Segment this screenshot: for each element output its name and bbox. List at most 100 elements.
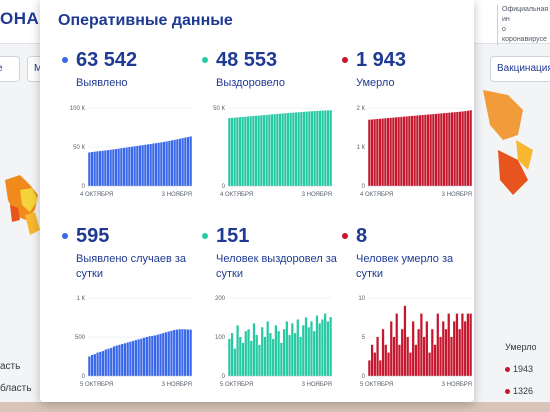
chart-bar	[305, 111, 308, 186]
x-tick-label: 3 НОЯБРЯ	[302, 382, 332, 388]
chart-bar	[186, 329, 190, 376]
y-tick-label: 100	[215, 335, 226, 341]
chart-bar	[164, 332, 168, 376]
chart-bar	[96, 151, 99, 186]
stat-value: 151	[216, 224, 250, 247]
stat-value: 595	[76, 224, 110, 247]
chart-bar	[149, 143, 152, 186]
chart-bar	[88, 356, 91, 376]
stat-value: 1 943	[356, 48, 407, 71]
chart-bar	[144, 144, 147, 186]
chart-bar	[442, 321, 445, 376]
chart-bar	[394, 117, 398, 186]
chart-bar	[93, 151, 96, 186]
chart-bar	[133, 146, 136, 186]
chart-bar	[422, 337, 426, 376]
chart-bar	[90, 152, 94, 186]
chart-bar	[302, 111, 306, 186]
vaccination-button[interactable]: Вакцинация	[490, 56, 550, 82]
chart-bar	[238, 117, 242, 186]
chart-bar	[230, 333, 234, 376]
stat-label: Человек умерло за сутки	[356, 253, 454, 280]
chart-bar	[398, 344, 401, 376]
chart-bar	[282, 329, 286, 376]
chart-bar	[244, 331, 247, 376]
chart-bar	[417, 329, 420, 376]
chart-bar	[273, 114, 276, 186]
chart-bar	[321, 319, 324, 376]
stat-row: 63 542	[58, 48, 137, 72]
chart-bar	[246, 116, 250, 186]
chart-bar	[252, 323, 256, 376]
stat-row: 1 943	[338, 48, 406, 72]
chart-bar	[376, 337, 379, 376]
stat-card: 595 Выявлено случаев за сутки 1 К 500 0 5 ОКТ…	[58, 224, 198, 396]
chart-bar	[281, 113, 284, 186]
chart-bar	[461, 313, 464, 376]
chart-bar	[154, 143, 158, 186]
chart-bar	[176, 139, 179, 186]
chart-bar	[428, 352, 431, 376]
chart-bar	[233, 348, 236, 376]
chart-bar	[249, 116, 252, 186]
status-dot-icon	[202, 233, 208, 239]
y-tick-label: 10	[358, 296, 365, 302]
chart-bar	[101, 150, 104, 186]
stat-chart: 100 К 50 К 0 4 ОКТЯБРЯ 3 НОЯБРЯ	[70, 106, 192, 198]
red-dot-icon	[505, 389, 510, 395]
x-tick-label: 4 ОКТЯБРЯ	[360, 192, 393, 198]
stat-card: 1 943 Умерло 2 К 1 К 0 4 ОКТЯБРЯ 3 НОЯБРЯ	[338, 48, 478, 208]
chart-bar	[148, 336, 151, 376]
region-name[interactable]: асть	[0, 361, 21, 372]
chart-bar	[228, 118, 231, 186]
chart-bar	[458, 329, 461, 376]
chart-bar	[130, 146, 134, 186]
chart-bar	[189, 136, 192, 186]
chart-bar	[272, 338, 275, 376]
chart-bar	[170, 140, 174, 186]
chart-bar	[458, 111, 462, 186]
chart-bar	[432, 114, 435, 186]
y-tick-label: 5	[362, 335, 366, 341]
y-tick-label: 2 К	[357, 106, 366, 112]
chart-bar	[250, 340, 253, 376]
chart-bar	[162, 333, 165, 376]
region-select[interactable]: е	[0, 56, 20, 82]
chart-bar	[173, 329, 176, 376]
chart-bar	[461, 111, 464, 186]
chart-bar	[274, 325, 278, 376]
chart-bar	[269, 333, 272, 376]
chart-bar	[260, 115, 263, 186]
chart-bar	[157, 142, 160, 186]
chart-bar	[165, 141, 168, 186]
chart-bar	[321, 110, 324, 186]
chart-bar	[368, 119, 371, 186]
chart-bar	[280, 342, 283, 376]
chart-bar	[125, 147, 128, 186]
chart-bar	[429, 114, 432, 186]
x-tick-label: 4 ОКТЯБРЯ	[220, 192, 253, 198]
chart-bar	[403, 305, 407, 376]
chart-bar	[146, 144, 150, 186]
chart-bar	[284, 113, 287, 186]
chart-bar	[160, 142, 163, 186]
chart-bar	[442, 113, 446, 186]
y-tick-label: 0	[362, 184, 366, 190]
chart-bar	[233, 117, 236, 186]
stat-row: 8	[338, 224, 367, 248]
chart-bar	[466, 313, 470, 376]
chart-bar	[236, 117, 239, 186]
chart-bar	[263, 337, 267, 376]
chart-bar	[129, 341, 132, 376]
chart-bar	[406, 337, 409, 376]
stat-row: 151	[198, 224, 249, 248]
chart-bar	[447, 313, 450, 376]
chart-bar	[101, 351, 105, 376]
stat-chart: 1 К 500 0 5 ОКТЯБРЯ 3 НОЯБРЯ	[75, 296, 192, 388]
chart-bar	[368, 360, 371, 376]
chart-bar	[132, 340, 135, 376]
chart-bar	[170, 330, 173, 376]
region-name[interactable]: бласть	[0, 383, 32, 394]
chart-bar	[456, 111, 459, 186]
chart-bar	[244, 116, 247, 186]
